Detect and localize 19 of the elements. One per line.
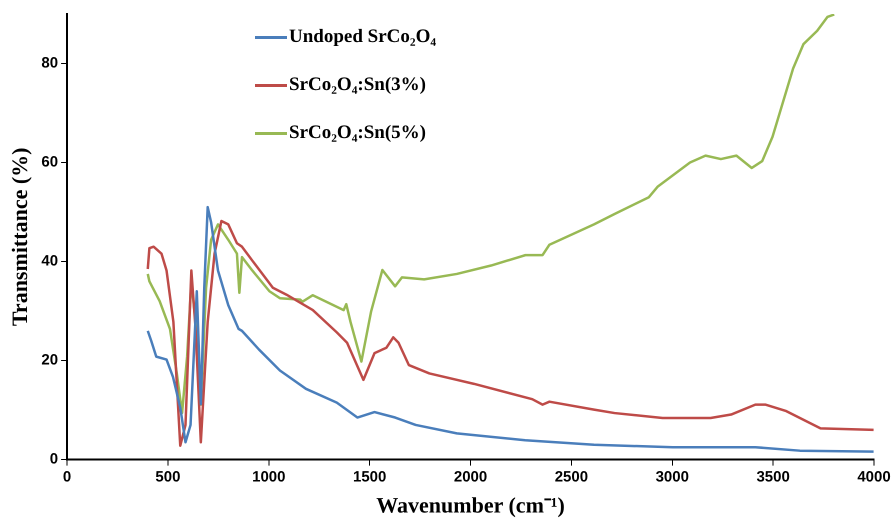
x-tick-label: 1500 (352, 468, 386, 486)
y-tick-label: 60 (41, 154, 58, 171)
legend-label: SrCo₂O₄:Sn(5%) (289, 122, 426, 144)
y-tick-label: 80 (41, 54, 58, 72)
x-tick-label: 2500 (554, 468, 588, 486)
x-tick-label: 3500 (756, 468, 790, 486)
x-tick-label: 4000 (857, 468, 891, 486)
x-tick-label: 1000 (252, 468, 286, 486)
x-tick-label: 2000 (454, 468, 488, 486)
x-tick-label: 500 (155, 468, 180, 486)
x-tick-label: 3000 (656, 468, 689, 486)
y-tick-label: 0 (50, 450, 58, 468)
y-tick-label: 20 (41, 352, 58, 369)
y-axis-title: Transmittance (%) (6, 147, 32, 326)
legend-label: Undoped SrCo₂O₄ (289, 26, 436, 48)
x-tick-label: 0 (62, 468, 72, 486)
legend-label: SrCo₂O₄:Sn(3%) (289, 74, 426, 96)
y-tick-label: 40 (41, 252, 58, 270)
x-axis-title: Wavenumber (cm⁻¹) (376, 492, 565, 518)
